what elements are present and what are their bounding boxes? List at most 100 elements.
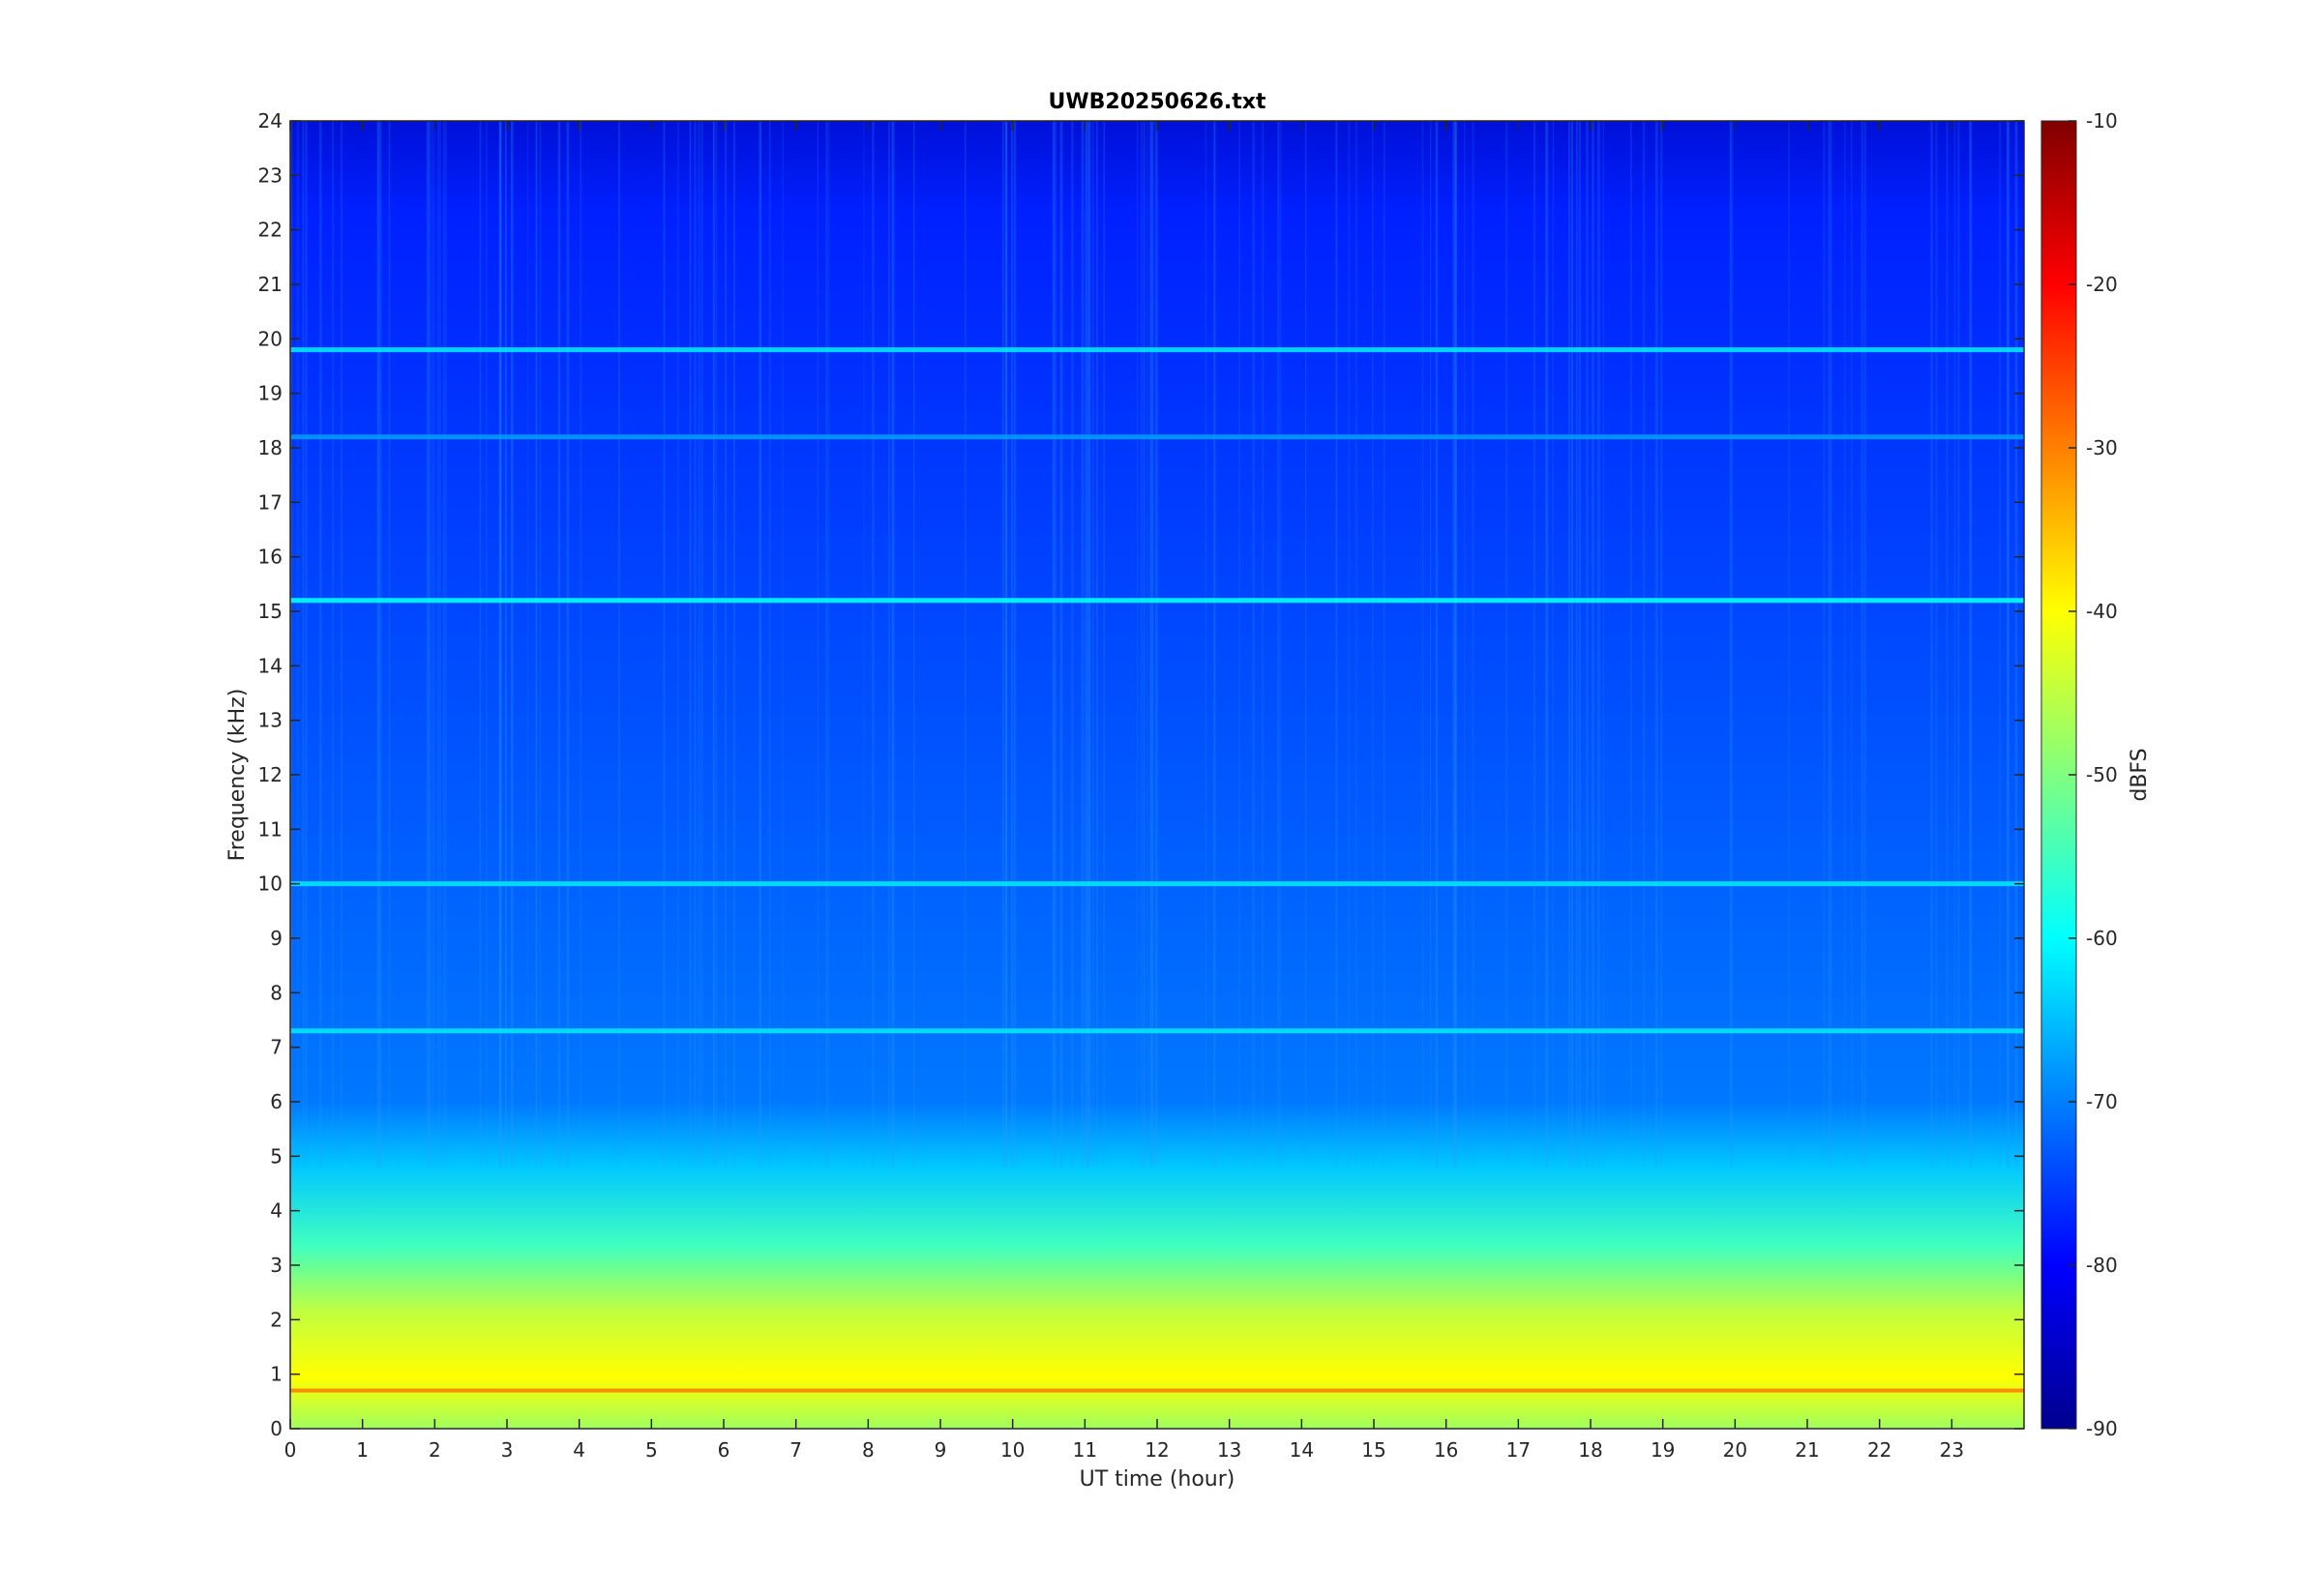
x-axis-label: UT time (hour) [1080,1467,1235,1492]
x-tick-label: 21 [1795,1438,1819,1462]
streak [713,121,716,1167]
streak [1642,121,1646,1167]
streak [725,121,727,1167]
streak [1844,121,1846,1167]
streak [511,121,514,1167]
streak [1436,121,1439,1167]
streak [485,121,488,1167]
streak [1575,121,1578,1167]
y-tick-label: 4 [270,1199,283,1223]
x-tick-label: 7 [789,1438,802,1462]
streak [437,121,439,1167]
streak [768,121,771,1167]
streak [913,121,915,1167]
streak [1464,121,1466,1167]
streak [694,121,697,1167]
streak [1151,121,1154,1167]
streak [1454,121,1457,1167]
y-tick-label: 6 [270,1090,283,1113]
streak [1372,121,1374,1167]
streak [888,121,890,1167]
y-tick-label: 12 [258,763,283,786]
streak [759,121,762,1167]
streak [1004,121,1008,1167]
streak [1430,121,1432,1167]
streak [580,121,581,1167]
streak [698,121,700,1167]
band-3 [290,881,2024,887]
streak [1052,121,1055,1167]
y-tick-label: 23 [258,163,283,187]
y-tick-label: 15 [258,600,283,623]
x-tick-label: 2 [429,1438,441,1462]
streak [1946,121,1949,1167]
streak [1013,121,1017,1167]
chart-title: UWB20250626.txt [1049,90,1266,114]
streak [1568,121,1570,1167]
x-tick-label: 12 [1145,1438,1169,1462]
streak [1953,121,1956,1167]
x-tick-label: 20 [1723,1438,1747,1462]
x-axis: 0 1 2 3 4 5 6 7 8 9 10 11 12 13 14 15 16 17 18 19 20 21 22 23 [284,121,1964,1462]
streak [965,121,967,1167]
streak [1935,121,1938,1167]
streak [677,121,679,1167]
x-tick-label: 11 [1073,1438,1097,1462]
colorbar-tick-label: -30 [2086,436,2118,459]
colorbar-tick-label: -20 [2086,273,2118,296]
streak [1103,121,1105,1167]
streak [715,121,717,1167]
streak [1452,121,1456,1167]
streak [305,121,308,1167]
band-1 [290,434,2024,440]
x-tick-label: 17 [1506,1438,1531,1462]
colorbar-tick-label: -90 [2086,1417,2118,1440]
y-tick-label: 2 [270,1308,283,1331]
streak [1545,121,1548,1167]
streak [1552,121,1554,1167]
streak [1213,121,1216,1167]
streak [388,121,391,1167]
streak [1851,121,1853,1167]
x-tick-label: 22 [1867,1438,1891,1462]
y-tick-label: 9 [270,927,283,950]
y-tick-label: 20 [258,327,283,350]
colorbar-tick-label: -50 [2086,763,2118,786]
band-2 [290,598,2024,604]
streak [1455,121,1457,1167]
streak [1788,121,1791,1167]
streak [689,121,692,1167]
streak [1348,121,1351,1167]
streak [700,121,703,1167]
streak [891,121,895,1167]
spectrogram-background [290,121,2024,1429]
streak [1205,121,1207,1167]
spectrogram-image [290,121,2024,1429]
streak [539,121,542,1167]
streak [1092,121,1094,1167]
streak [1828,121,1831,1167]
y-tick-label: 22 [258,219,283,242]
streak [1592,121,1594,1167]
x-tick-label: 3 [501,1438,514,1462]
colorbar-tick-label: -10 [2086,109,2118,133]
streak [379,121,382,1167]
y-tick-label: 24 [258,109,283,133]
streak [318,121,322,1167]
colorbar-tick-label: -60 [2086,927,2118,950]
streak [302,121,305,1167]
streak [1629,121,1632,1167]
streak [1335,121,1338,1167]
streak [433,121,435,1167]
y-axis-label: Frequency (kHz) [225,689,250,862]
streak [1146,121,1148,1167]
streak [498,121,502,1167]
band-5 [290,1388,2024,1393]
streak [2014,121,2018,1167]
streak [290,121,293,1167]
streak [376,121,380,1167]
x-tick-label: 4 [573,1438,585,1462]
streak [1571,121,1573,1167]
streak [863,121,865,1167]
